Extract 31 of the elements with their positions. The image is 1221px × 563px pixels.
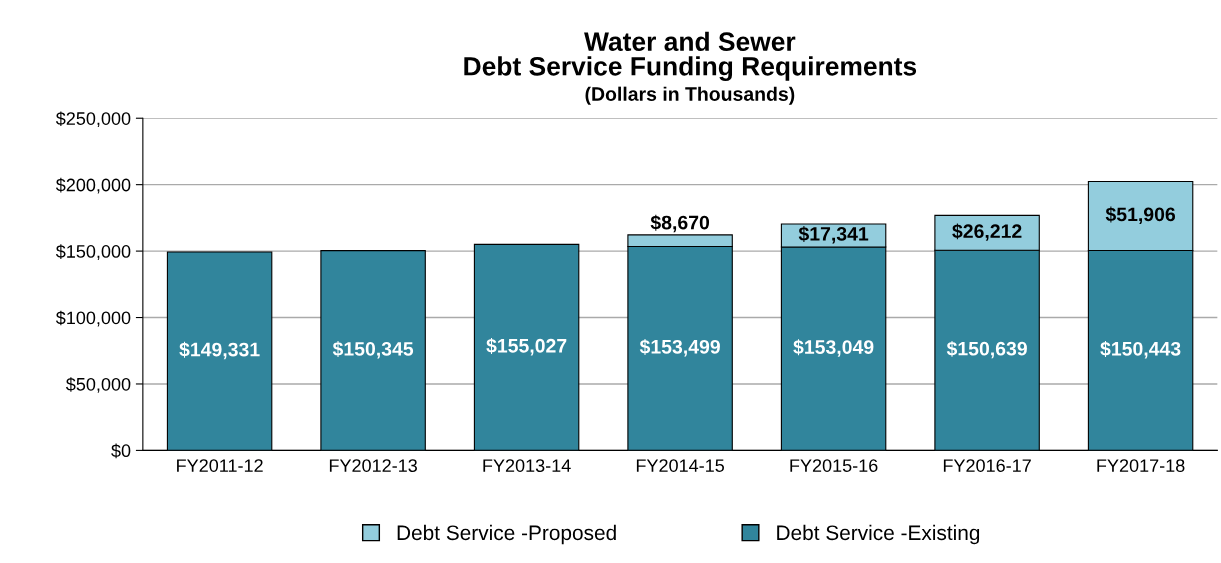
x-tick-label: FY2012-13 [329, 459, 417, 472]
x-tick-label: FY2014-15 [636, 459, 725, 472]
y-tick-label: $250,000 [55, 111, 131, 128]
data-label: $153,499 [639, 339, 720, 357]
x-tick-label: FY2017-18 [1097, 459, 1185, 472]
legend-label: Debt Service -Existing [777, 524, 980, 545]
x-tick-label: FY2016-17 [943, 459, 1031, 472]
data-label: $149,331 [179, 341, 260, 360]
data-label: $150,345 [332, 341, 414, 359]
y-tick-label: $150,000 [55, 244, 131, 260]
x-tick-label: FY2015-16 [790, 459, 878, 472]
y-tick-label: $100,000 [55, 310, 131, 327]
bar [320, 250, 426, 451]
data-label: $26,212 [952, 223, 1022, 241]
legend-label: Debt Service -Proposed [397, 524, 616, 545]
y-tick-label: $0 [111, 443, 131, 459]
x-tick-label: FY2013-14 [483, 459, 571, 472]
data-label: $51,906 [1105, 206, 1176, 225]
data-label: $150,443 [1100, 341, 1181, 359]
bar [166, 251, 273, 451]
data-label: $155,027 [486, 338, 567, 356]
y-tick-label: $200,000 [55, 177, 131, 194]
x-tick-label: FY2011-12 [177, 459, 263, 472]
y-tick-label: $50,000 [65, 377, 131, 393]
data-label: $153,049 [793, 339, 874, 357]
bar [473, 243, 580, 451]
data-label: $17,341 [798, 226, 869, 244]
data-label: $150,639 [946, 340, 1027, 359]
chart-subtitle: (Dollars in Thousands) [585, 86, 795, 105]
chart-title: Water and Sewer Debt Service Funding Requirements [464, 31, 917, 81]
data-label: $8,670 [650, 214, 710, 233]
